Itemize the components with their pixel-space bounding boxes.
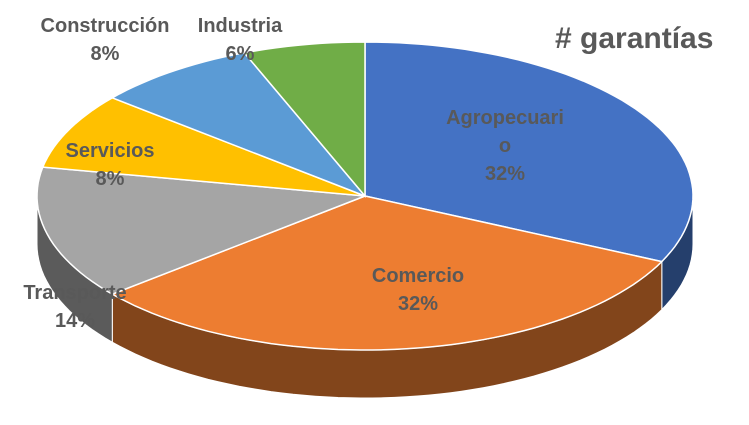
value-label: 14% [54, 310, 96, 332]
slice-label: Transporte 14% [23, 279, 126, 335]
slice [110, 51, 366, 197]
category-label: Servicios [65, 140, 155, 162]
category-label: Comercio [371, 265, 465, 287]
value-label: 6% [225, 43, 255, 65]
value-label: 32% [484, 163, 526, 185]
value-label: 8% [95, 168, 125, 190]
slice-label: Agropecuario 32% [443, 104, 567, 188]
slice [41, 96, 366, 197]
category-label: Agropecuario [446, 107, 564, 157]
slice [110, 195, 664, 351]
slice-label: Construcción 8% [41, 12, 170, 68]
chart-title: # garantías [555, 22, 714, 55]
value-label: 32% [397, 293, 439, 315]
category-label: Construcción [40, 15, 170, 37]
slice-label: Comercio 32% [372, 262, 464, 318]
slice [364, 41, 694, 263]
category-label: Industria [197, 15, 283, 37]
value-label: 8% [90, 43, 120, 65]
category-label: Transporte [23, 282, 127, 304]
slice-label: Servicios 8% [66, 137, 155, 193]
slice [36, 166, 366, 296]
slice [242, 41, 366, 199]
slice-label: Industria 6% [198, 12, 282, 68]
